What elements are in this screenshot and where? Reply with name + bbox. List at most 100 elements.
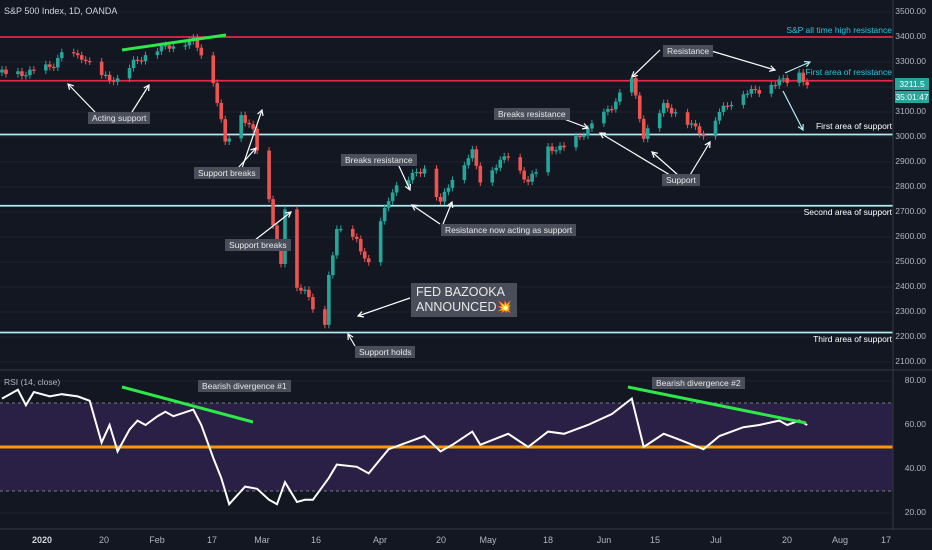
candle-body xyxy=(56,58,60,68)
candle-body xyxy=(586,128,590,136)
price-tick: 2300.00 xyxy=(895,306,926,316)
price-tick: 3400.00 xyxy=(895,31,926,41)
candle-body xyxy=(239,115,243,139)
candle-body xyxy=(530,173,534,182)
candles xyxy=(0,34,809,329)
candle-body xyxy=(52,66,56,69)
annotation-arrow xyxy=(707,49,776,71)
candle-body xyxy=(131,59,136,69)
candle-body xyxy=(446,187,451,192)
note-support-breaks-2: Support breaks xyxy=(225,239,291,251)
candle-body xyxy=(434,168,439,198)
note-breaks-resistance-2: Breaks resistance xyxy=(494,108,570,120)
candle-body xyxy=(103,74,108,76)
arrow-head xyxy=(404,183,412,192)
annotation-arrow xyxy=(241,109,263,169)
candle-body xyxy=(741,94,746,105)
divergence-line-rsi-2 xyxy=(627,385,807,425)
note-resistance-now-support: Resistance now acting as support xyxy=(441,224,577,236)
candle-body xyxy=(16,71,20,74)
time-tick: 17 xyxy=(206,535,218,545)
candle-body xyxy=(518,157,522,171)
candle-body xyxy=(478,165,483,183)
rsi-line xyxy=(1,388,808,507)
price-tick: 2700.00 xyxy=(895,206,926,216)
note-bearish-div-1: Bearish divergence #1 xyxy=(198,380,291,392)
arrow-head xyxy=(631,71,638,78)
note-bearish-div-2: Bearish divergence #2 xyxy=(652,377,745,389)
candle-body xyxy=(378,221,383,263)
price-tick: 3000.00 xyxy=(895,131,926,141)
time-tick: 15 xyxy=(649,535,661,545)
candle-body xyxy=(406,180,411,186)
annotation-arrow xyxy=(651,151,679,176)
candle-body xyxy=(59,52,64,59)
candle-body xyxy=(171,46,176,49)
candle-body xyxy=(163,45,168,47)
candle-body xyxy=(781,78,786,80)
candle-body xyxy=(610,109,614,111)
candle-body xyxy=(713,120,718,137)
candle-body xyxy=(48,64,52,67)
candle-body xyxy=(219,102,224,120)
annotation-arrow xyxy=(347,333,356,347)
candle-body xyxy=(243,115,247,123)
candle-body xyxy=(4,69,8,74)
candle-body xyxy=(438,197,443,202)
candle-body xyxy=(354,236,359,239)
candle-body xyxy=(414,171,419,174)
note-acting-support: Acting support xyxy=(88,112,151,124)
candle-body xyxy=(661,103,666,114)
price-tick: 2500.00 xyxy=(895,256,926,266)
annotation-arrow xyxy=(411,204,441,225)
time-tick: 20 xyxy=(435,535,447,545)
candle-body xyxy=(554,150,558,152)
arrow-head xyxy=(651,151,658,158)
candle-body xyxy=(187,41,192,46)
annotation-arrow xyxy=(237,147,257,169)
time-tick: 18 xyxy=(542,535,554,545)
candle-body xyxy=(629,78,634,93)
candle-body xyxy=(749,88,754,94)
candle-body xyxy=(335,228,339,256)
candle-body xyxy=(195,37,200,48)
annotation-arrow xyxy=(254,211,292,241)
arrow-head xyxy=(347,332,354,341)
candle-body xyxy=(271,199,275,226)
candle-body xyxy=(777,79,782,86)
candle-body xyxy=(701,134,706,137)
annotation-arrow xyxy=(442,201,453,225)
time-tick: 2020 xyxy=(31,535,53,545)
note-resistance: Resistance xyxy=(663,45,714,57)
candle-body xyxy=(311,297,315,310)
candle-body xyxy=(633,78,638,96)
symbol-header: S&P 500 Index, 1D, OANDA xyxy=(4,6,118,16)
candle-body xyxy=(394,185,399,193)
candle-body xyxy=(506,156,511,158)
arrow-head xyxy=(410,204,419,211)
candle-body xyxy=(323,309,327,325)
candle-body xyxy=(522,170,526,180)
candle-body xyxy=(729,104,734,107)
candle-body xyxy=(721,105,726,112)
candle-body xyxy=(107,74,112,81)
candle-body xyxy=(602,111,606,124)
price-tick: 3300.00 xyxy=(895,56,926,66)
price-tick: 2600.00 xyxy=(895,231,926,241)
annotation-arrow xyxy=(631,49,661,78)
price-tick: 3100.00 xyxy=(895,106,926,116)
candle-body xyxy=(199,47,204,56)
candle-body xyxy=(689,123,694,125)
annotation-arrow xyxy=(357,297,411,317)
candle-body xyxy=(526,179,530,182)
candle-body xyxy=(657,113,662,129)
countdown-box: 35:01:47 xyxy=(895,91,929,103)
time-tick: 20 xyxy=(98,535,110,545)
candle-body xyxy=(685,112,690,125)
arrow-head xyxy=(769,65,777,72)
note-breaks-resistance-1: Breaks resistance xyxy=(341,154,417,166)
candle-body xyxy=(183,45,188,47)
candle-body xyxy=(753,88,758,91)
fed-line-1: FED BAZOOKA xyxy=(416,285,505,299)
last-price-box: 3211.5 xyxy=(895,78,929,90)
